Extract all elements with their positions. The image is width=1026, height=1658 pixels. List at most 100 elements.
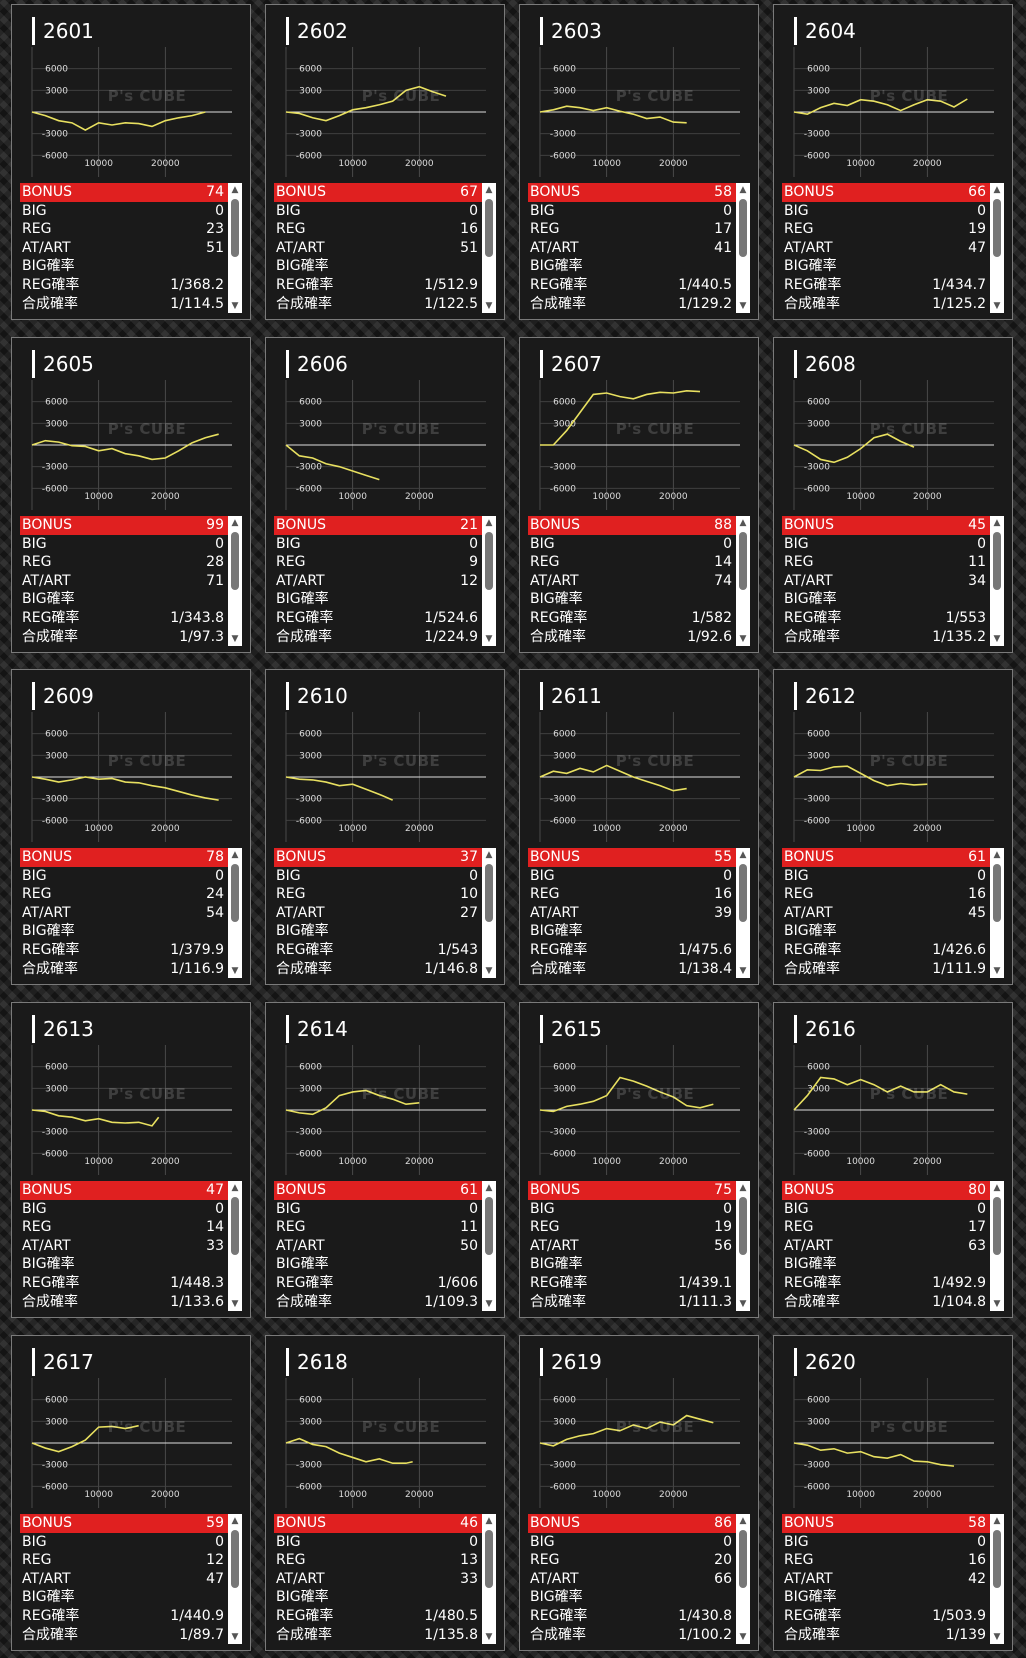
- scroll-down-icon[interactable]: ▼: [231, 301, 239, 311]
- scroll-down-icon[interactable]: ▼: [485, 634, 493, 644]
- stats-scrollbar[interactable]: ▲ ▼: [482, 183, 496, 313]
- stats-scrollbar[interactable]: ▲ ▼: [736, 183, 750, 313]
- scroll-thumb[interactable]: [739, 199, 747, 257]
- machine-card[interactable]: 2606 6000 3000 -3000 -6000 10000 20000 P's CUBE…: [265, 337, 505, 653]
- machine-card[interactable]: 2614 6000 3000 -3000 -6000 10000 20000 P's CUBE…: [265, 1002, 505, 1318]
- scroll-thumb[interactable]: [739, 1530, 747, 1588]
- scroll-thumb[interactable]: [231, 532, 239, 590]
- scroll-thumb[interactable]: [231, 1530, 239, 1588]
- machine-card[interactable]: 2620 6000 3000 -3000 -6000 10000 20000 P's CUBE…: [773, 1335, 1013, 1651]
- scroll-down-icon[interactable]: ▼: [993, 301, 1001, 311]
- scroll-down-icon[interactable]: ▼: [231, 1299, 239, 1309]
- scroll-thumb[interactable]: [993, 1197, 1001, 1255]
- scroll-thumb[interactable]: [993, 864, 1001, 922]
- scroll-up-icon[interactable]: ▲: [739, 185, 747, 195]
- machine-card[interactable]: 2602 6000 3000 -3000 -6000 10000 20000 P's CUBE…: [265, 4, 505, 320]
- stats-scrollbar[interactable]: ▲ ▼: [228, 516, 242, 646]
- scroll-thumb[interactable]: [485, 864, 493, 922]
- scroll-down-icon[interactable]: ▼: [485, 1299, 493, 1309]
- scroll-thumb[interactable]: [231, 199, 239, 257]
- stats-scrollbar[interactable]: ▲ ▼: [228, 183, 242, 313]
- scroll-up-icon[interactable]: ▲: [485, 850, 493, 860]
- stats-scrollbar[interactable]: ▲ ▼: [736, 1514, 750, 1644]
- scroll-thumb[interactable]: [485, 199, 493, 257]
- stats-scrollbar[interactable]: ▲ ▼: [990, 848, 1004, 978]
- scroll-down-icon[interactable]: ▼: [485, 966, 493, 976]
- scroll-up-icon[interactable]: ▲: [231, 1183, 239, 1193]
- scroll-down-icon[interactable]: ▼: [993, 634, 1001, 644]
- scroll-down-icon[interactable]: ▼: [993, 1299, 1001, 1309]
- scroll-thumb[interactable]: [739, 864, 747, 922]
- scroll-up-icon[interactable]: ▲: [993, 518, 1001, 528]
- stats-scrollbar[interactable]: ▲ ▼: [736, 1181, 750, 1311]
- scroll-thumb[interactable]: [993, 532, 1001, 590]
- scroll-thumb[interactable]: [993, 1530, 1001, 1588]
- stats-scrollbar[interactable]: ▲ ▼: [736, 848, 750, 978]
- machine-card[interactable]: 2601 6000 3000 -3000 -6000 10000 20000 P's CUBE…: [11, 4, 251, 320]
- scroll-up-icon[interactable]: ▲: [739, 1516, 747, 1526]
- stats-scrollbar[interactable]: ▲ ▼: [482, 516, 496, 646]
- stats-scrollbar[interactable]: ▲ ▼: [990, 1181, 1004, 1311]
- scroll-up-icon[interactable]: ▲: [485, 1183, 493, 1193]
- scroll-thumb[interactable]: [993, 199, 1001, 257]
- stats-scrollbar[interactable]: ▲ ▼: [228, 1181, 242, 1311]
- scroll-up-icon[interactable]: ▲: [485, 1516, 493, 1526]
- machine-card[interactable]: 2609 6000 3000 -3000 -6000 10000 20000 P's CUBE…: [11, 669, 251, 985]
- scroll-up-icon[interactable]: ▲: [739, 850, 747, 860]
- machine-card[interactable]: 2605 6000 3000 -3000 -6000 10000 20000 P's CUBE…: [11, 337, 251, 653]
- scroll-up-icon[interactable]: ▲: [993, 850, 1001, 860]
- scroll-down-icon[interactable]: ▼: [231, 634, 239, 644]
- scroll-down-icon[interactable]: ▼: [485, 1632, 493, 1642]
- stats-scrollbar[interactable]: ▲ ▼: [482, 1181, 496, 1311]
- scroll-thumb[interactable]: [485, 1530, 493, 1588]
- scroll-down-icon[interactable]: ▼: [993, 966, 1001, 976]
- stats-scrollbar[interactable]: ▲ ▼: [228, 848, 242, 978]
- machine-card[interactable]: 2617 6000 3000 -3000 -6000 10000 20000 P's CUBE…: [11, 1335, 251, 1651]
- scroll-down-icon[interactable]: ▼: [231, 966, 239, 976]
- machine-card[interactable]: 2619 6000 3000 -3000 -6000 10000 20000 P's CUBE…: [519, 1335, 759, 1651]
- scroll-down-icon[interactable]: ▼: [739, 1299, 747, 1309]
- scroll-thumb[interactable]: [231, 864, 239, 922]
- machine-card[interactable]: 2604 6000 3000 -3000 -6000 10000 20000 P's CUBE…: [773, 4, 1013, 320]
- scroll-thumb[interactable]: [739, 532, 747, 590]
- scroll-down-icon[interactable]: ▼: [739, 301, 747, 311]
- scroll-up-icon[interactable]: ▲: [231, 185, 239, 195]
- stats-scrollbar[interactable]: ▲ ▼: [482, 848, 496, 978]
- scroll-up-icon[interactable]: ▲: [739, 1183, 747, 1193]
- scroll-up-icon[interactable]: ▲: [231, 1516, 239, 1526]
- machine-card[interactable]: 2610 6000 3000 -3000 -6000 10000 20000 P's CUBE…: [265, 669, 505, 985]
- scroll-up-icon[interactable]: ▲: [231, 518, 239, 528]
- scroll-up-icon[interactable]: ▲: [739, 518, 747, 528]
- scroll-up-icon[interactable]: ▲: [993, 1183, 1001, 1193]
- scroll-up-icon[interactable]: ▲: [485, 518, 493, 528]
- machine-card[interactable]: 2618 6000 3000 -3000 -6000 10000 20000 P's CUBE…: [265, 1335, 505, 1651]
- scroll-down-icon[interactable]: ▼: [993, 1632, 1001, 1642]
- stats-scrollbar[interactable]: ▲ ▼: [990, 183, 1004, 313]
- machine-card[interactable]: 2607 6000 3000 -3000 -6000 10000 20000 P's CUBE…: [519, 337, 759, 653]
- stats-scrollbar[interactable]: ▲ ▼: [228, 1514, 242, 1644]
- scroll-thumb[interactable]: [739, 1197, 747, 1255]
- scroll-down-icon[interactable]: ▼: [231, 1632, 239, 1642]
- stats-scrollbar[interactable]: ▲ ▼: [990, 516, 1004, 646]
- machine-card[interactable]: 2616 6000 3000 -3000 -6000 10000 20000 P's CUBE…: [773, 1002, 1013, 1318]
- stats-scrollbar[interactable]: ▲ ▼: [482, 1514, 496, 1644]
- scroll-up-icon[interactable]: ▲: [993, 185, 1001, 195]
- scroll-thumb[interactable]: [231, 1197, 239, 1255]
- scroll-up-icon[interactable]: ▲: [231, 850, 239, 860]
- machine-card[interactable]: 2611 6000 3000 -3000 -6000 10000 20000 P's CUBE…: [519, 669, 759, 985]
- machine-card[interactable]: 2603 6000 3000 -3000 -6000 10000 20000 P's CUBE…: [519, 4, 759, 320]
- scroll-down-icon[interactable]: ▼: [485, 301, 493, 311]
- scroll-down-icon[interactable]: ▼: [739, 634, 747, 644]
- scroll-down-icon[interactable]: ▼: [739, 1632, 747, 1642]
- machine-card[interactable]: 2613 6000 3000 -3000 -6000 10000 20000 P's CUBE…: [11, 1002, 251, 1318]
- scroll-thumb[interactable]: [485, 532, 493, 590]
- scroll-up-icon[interactable]: ▲: [993, 1516, 1001, 1526]
- scroll-thumb[interactable]: [485, 1197, 493, 1255]
- machine-card[interactable]: 2615 6000 3000 -3000 -6000 10000 20000 P's CUBE…: [519, 1002, 759, 1318]
- scroll-up-icon[interactable]: ▲: [485, 185, 493, 195]
- stats-scrollbar[interactable]: ▲ ▼: [990, 1514, 1004, 1644]
- stats-scrollbar[interactable]: ▲ ▼: [736, 516, 750, 646]
- machine-card[interactable]: 2608 6000 3000 -3000 -6000 10000 20000 P's CUBE…: [773, 337, 1013, 653]
- machine-card[interactable]: 2612 6000 3000 -3000 -6000 10000 20000 P's CUBE…: [773, 669, 1013, 985]
- scroll-down-icon[interactable]: ▼: [739, 966, 747, 976]
